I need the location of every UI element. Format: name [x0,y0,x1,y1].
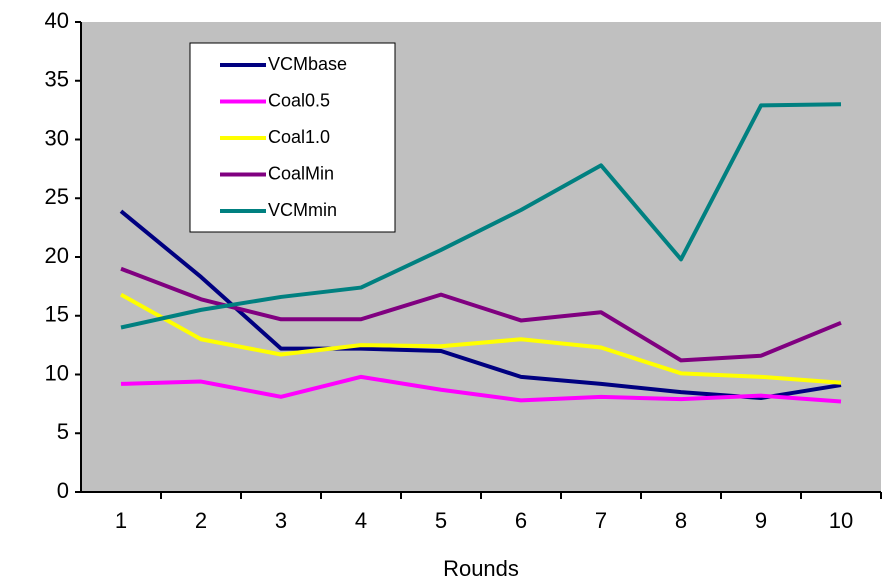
y-tick-label: 10 [45,360,69,385]
y-tick-label: 0 [57,478,69,503]
y-tick-label: 5 [57,419,69,444]
x-tick-label: 7 [595,508,607,533]
x-tick-label: 6 [515,508,527,533]
y-tick-label: 20 [45,243,69,268]
x-tick-label: 10 [829,508,853,533]
series-line [120,374,842,404]
x-tick-label: 1 [115,508,127,533]
x-tick-label: 3 [275,508,287,533]
x-tick-label: 8 [675,508,687,533]
x-tick-label: 9 [755,508,767,533]
y-tick-label: 15 [45,302,69,327]
legend-label: VCMbase [268,54,347,74]
y-tick-label: 25 [45,184,69,209]
x-tick-label: 5 [435,508,447,533]
legend-label: Coal1.0 [268,127,330,147]
series-line [119,209,842,400]
series-line [120,292,842,385]
series-line [120,102,842,330]
x-axis-label: Rounds [443,556,519,581]
y-tick-label: 30 [45,125,69,150]
legend-label: CoalMin [268,163,334,183]
series-line [120,266,842,363]
x-tick-label: 2 [195,508,207,533]
y-tick-label: 35 [45,67,69,92]
legend-label: VCMmin [268,200,337,220]
x-tick-label: 4 [355,508,367,533]
y-tick-label: 40 [45,8,69,33]
legend-label: Coal0.5 [268,90,330,110]
